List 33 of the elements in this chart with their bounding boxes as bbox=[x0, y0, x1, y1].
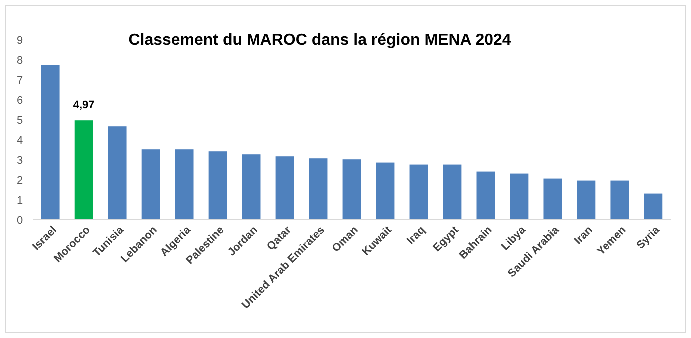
bar bbox=[443, 164, 462, 220]
y-tick-label: 2 bbox=[16, 174, 24, 187]
y-tick-label: 1 bbox=[16, 194, 24, 207]
bar bbox=[510, 174, 529, 220]
y-tick-label: 9 bbox=[16, 34, 24, 47]
y-tick-label: 0 bbox=[16, 214, 24, 227]
bar bbox=[544, 178, 562, 220]
chart-title: Classement du MAROC dans la région MENA 2024 bbox=[128, 32, 512, 49]
y-tick-label: 6 bbox=[16, 94, 24, 107]
data-label: 4,97 bbox=[73, 100, 95, 112]
bar bbox=[175, 150, 194, 220]
bar bbox=[276, 156, 294, 220]
x-tick-label: Iraq bbox=[405, 224, 428, 248]
bar bbox=[644, 194, 663, 220]
bar bbox=[108, 126, 127, 220]
bar bbox=[342, 160, 362, 220]
bar bbox=[41, 65, 60, 220]
bar bbox=[577, 180, 596, 220]
bar bbox=[142, 150, 160, 220]
bar bbox=[309, 158, 328, 220]
bar bbox=[610, 180, 630, 220]
y-tick-label: 7 bbox=[16, 74, 24, 87]
bar bbox=[376, 162, 395, 220]
bar bbox=[476, 172, 496, 220]
bar bbox=[208, 152, 228, 220]
y-tick-label: 5 bbox=[16, 114, 24, 127]
bar bbox=[242, 154, 261, 220]
x-tick-label: Iran bbox=[572, 224, 596, 248]
y-tick-label: 3 bbox=[16, 154, 24, 167]
bar bbox=[74, 120, 94, 220]
bar bbox=[410, 164, 428, 220]
y-tick-label: 4 bbox=[16, 134, 24, 147]
y-tick-label: 8 bbox=[16, 54, 24, 67]
